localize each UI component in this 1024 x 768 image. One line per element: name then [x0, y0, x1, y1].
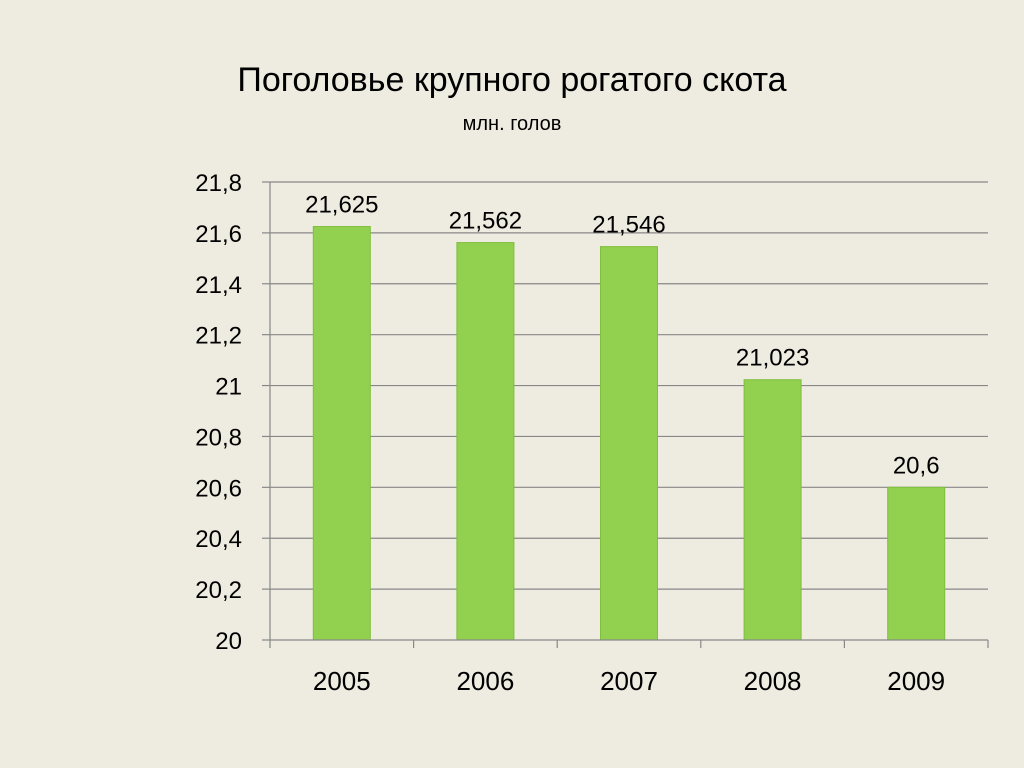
x-tick-label: 2008	[744, 666, 802, 696]
bar	[456, 242, 515, 641]
y-tick-label: 21,6	[195, 221, 242, 248]
y-tick-label: 21,4	[195, 272, 242, 299]
x-tick-label: 2007	[600, 666, 658, 696]
x-tick-label: 2006	[456, 666, 514, 696]
bar	[312, 226, 371, 641]
y-tick-label: 20,6	[195, 475, 242, 502]
x-tick-label: 2009	[887, 666, 945, 696]
y-tick-label: 21,2	[195, 323, 242, 350]
axes	[262, 181, 989, 648]
y-tick-label: 21	[215, 374, 242, 401]
bar	[887, 486, 946, 641]
y-tick-label: 21,8	[195, 170, 242, 197]
data-label: 21,546	[592, 212, 665, 239]
chart-title: Поголовье крупного рогатого скота	[237, 61, 787, 99]
chart-subtitle: млн. голов	[462, 113, 562, 135]
y-tick-label: 20,8	[195, 424, 242, 451]
data-label: 21,023	[736, 345, 809, 372]
data-label: 21,625	[305, 192, 378, 219]
y-tick-label: 20	[215, 628, 242, 655]
y-tick-label: 20,4	[195, 526, 242, 553]
bar	[743, 379, 802, 641]
data-label: 20,6	[893, 452, 940, 479]
x-tick-label: 2005	[313, 666, 371, 696]
bar	[600, 246, 658, 641]
data-label: 21,562	[449, 208, 522, 235]
bars	[312, 226, 946, 641]
y-tick-label: 20,2	[195, 577, 242, 604]
labels: 20 20,2 20,4 20,6 20,8 21 21,2 21,4 21,6 21,8 21,6…	[195, 170, 945, 696]
